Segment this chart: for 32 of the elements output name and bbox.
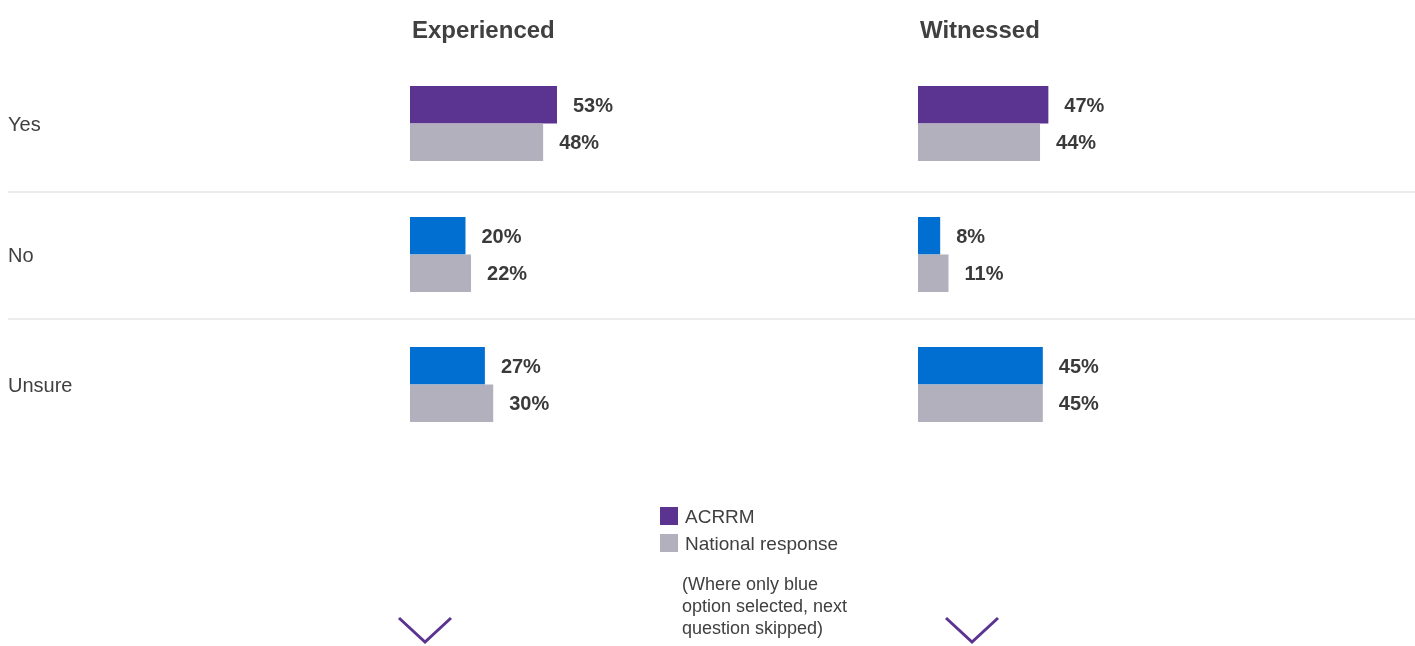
data-label: 44% — [1056, 131, 1097, 154]
data-label: 45% — [1058, 354, 1100, 377]
bar — [410, 384, 494, 422]
y-tick-label: Unsure — [8, 373, 73, 396]
bar — [918, 347, 1043, 385]
data-label: 20% — [481, 224, 522, 247]
data-label: 47% — [1064, 93, 1105, 116]
data-label: 27% — [500, 354, 542, 377]
y-tick-label: No — [8, 243, 34, 266]
bar — [410, 86, 557, 124]
text: (Where only blue option selected, next question skipped) — [682, 574, 848, 638]
data-label: 45% — [1058, 392, 1100, 415]
bar — [410, 347, 485, 385]
data-label: 8% — [956, 224, 986, 247]
chart-title: Witnessed — [920, 16, 1040, 43]
bar — [410, 123, 544, 161]
y-tick-label: Yes — [8, 112, 41, 135]
data-label: 11% — [964, 262, 1004, 285]
legend-label: National response — [685, 533, 839, 554]
data-label: 22% — [487, 262, 528, 285]
data-label: 30% — [509, 392, 550, 415]
chart-title: Experienced — [412, 16, 555, 43]
bar — [918, 86, 1049, 124]
data-label: 48% — [559, 131, 600, 154]
bar — [918, 123, 1041, 161]
bar — [918, 384, 1043, 422]
bar — [918, 217, 941, 255]
bar — [410, 254, 472, 292]
bar — [918, 254, 949, 292]
bar — [410, 217, 466, 255]
legend-label: ACRRM — [685, 506, 755, 527]
data-label: 53% — [573, 93, 614, 116]
